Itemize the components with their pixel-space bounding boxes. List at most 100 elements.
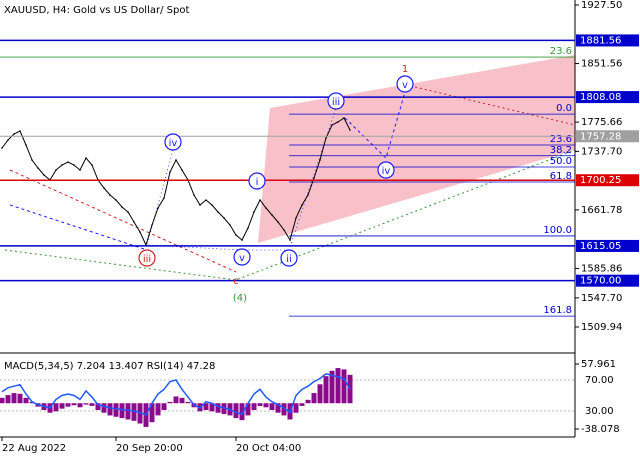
- price-point: [181, 169, 183, 171]
- histogram-bar: [95, 403, 101, 410]
- histogram-bar: [131, 403, 137, 421]
- price-point: [241, 239, 243, 241]
- price-point: [169, 171, 171, 173]
- rsi-line: [1, 372, 351, 416]
- fib-label: 161.8: [543, 305, 572, 316]
- histogram-bar: [251, 403, 257, 410]
- price-point: [133, 221, 135, 223]
- price-point: [325, 137, 327, 139]
- price-point: [277, 221, 279, 223]
- wave-label: iii: [143, 254, 151, 265]
- histogram-bar: [5, 395, 11, 404]
- y2-tick-label: 70.00: [585, 375, 614, 386]
- price-point: [85, 157, 87, 159]
- level-label: 1757.28: [580, 131, 621, 142]
- wave-label: iv: [382, 166, 391, 177]
- histogram-bar: [275, 403, 281, 413]
- y-tick-label: 1851.56: [581, 59, 622, 70]
- price-point: [61, 164, 63, 166]
- wave-label: c: [233, 276, 239, 287]
- wave-marker: [164, 133, 182, 151]
- price-point: [349, 129, 351, 131]
- price-point: [73, 164, 75, 166]
- price-point: [307, 194, 309, 196]
- price-point: [253, 211, 255, 213]
- histogram-bar: [29, 401, 35, 404]
- histogram-bar: [17, 393, 23, 404]
- histogram-bar: [257, 403, 263, 406]
- level-label: 1700.25: [580, 175, 621, 186]
- price-point: [37, 167, 39, 169]
- histogram-bar: [59, 403, 65, 409]
- y-tick-label: 1775.66: [581, 117, 622, 128]
- histogram-bar: [293, 403, 299, 413]
- y-tick-label: 1585.86: [581, 263, 622, 274]
- price-point: [157, 207, 159, 209]
- price-point: [43, 174, 45, 176]
- price-point: [265, 207, 267, 209]
- trend-line: [9, 169, 237, 273]
- fib-label: 0.0: [556, 103, 572, 114]
- price-point: [1, 147, 3, 149]
- wave-label: (4): [233, 293, 247, 304]
- histogram-bar: [233, 403, 239, 419]
- wave-label: v: [239, 253, 245, 264]
- histogram-bar: [269, 403, 275, 410]
- x-tick-label: 20 Sep 20:00: [116, 443, 183, 454]
- price-point: [235, 234, 237, 236]
- wave-label: i: [256, 177, 259, 188]
- fib-label: 38.2: [550, 145, 572, 156]
- wave-label: 1: [402, 64, 408, 75]
- histogram-bar: [89, 403, 95, 406]
- price-point: [319, 159, 321, 161]
- price-point: [295, 217, 297, 219]
- wave-marker: [327, 92, 345, 110]
- histogram-bar: [125, 403, 131, 420]
- price-point: [175, 159, 177, 161]
- price-point: [163, 197, 165, 199]
- level-label-box: [576, 174, 639, 187]
- price-point: [7, 139, 9, 141]
- wave-label: v: [402, 80, 408, 91]
- price-point: [13, 133, 15, 135]
- histogram-bar: [335, 368, 341, 404]
- fib-label: 50.0: [550, 156, 572, 167]
- price-point: [91, 164, 93, 166]
- price-point: [283, 229, 285, 231]
- x-tick-label: 20 Oct 04:00: [236, 443, 301, 454]
- level-label: 1615.05: [580, 241, 621, 252]
- histogram-bar: [11, 393, 17, 404]
- wave-label: ii: [286, 254, 292, 265]
- wave-marker: [396, 75, 414, 93]
- price-point: [259, 199, 261, 201]
- histogram-bar: [53, 403, 59, 412]
- price-point: [301, 204, 303, 206]
- y-tick-label: -38.078: [581, 424, 620, 435]
- wave-marker: [138, 249, 156, 267]
- trend-line: [9, 204, 148, 251]
- wave-marker: [377, 161, 395, 179]
- histogram-bar: [113, 403, 119, 417]
- price-point: [25, 144, 27, 146]
- indicator-title: MACD(5,34,5) 7.204 13.407 RSI(14) 47.28: [4, 361, 215, 372]
- histogram-bar: [119, 403, 125, 419]
- fib-label: 23.6: [550, 46, 572, 57]
- price-point: [103, 187, 105, 189]
- histogram-bar: [329, 370, 335, 404]
- histogram-bar: [263, 403, 269, 408]
- price-point: [343, 117, 345, 119]
- level-label-box: [576, 274, 639, 287]
- histogram-bar: [305, 399, 311, 404]
- price-point: [331, 124, 333, 126]
- price-point: [193, 194, 195, 196]
- price-point: [271, 214, 273, 216]
- histogram-bar: [65, 403, 71, 407]
- histogram-bar: [101, 403, 107, 413]
- level-label-box: [576, 130, 639, 143]
- histogram-bar: [311, 393, 317, 404]
- wave-marker: [248, 172, 266, 190]
- price-point: [121, 206, 123, 208]
- histogram-bar: [173, 396, 179, 404]
- histogram-bar: [185, 401, 191, 404]
